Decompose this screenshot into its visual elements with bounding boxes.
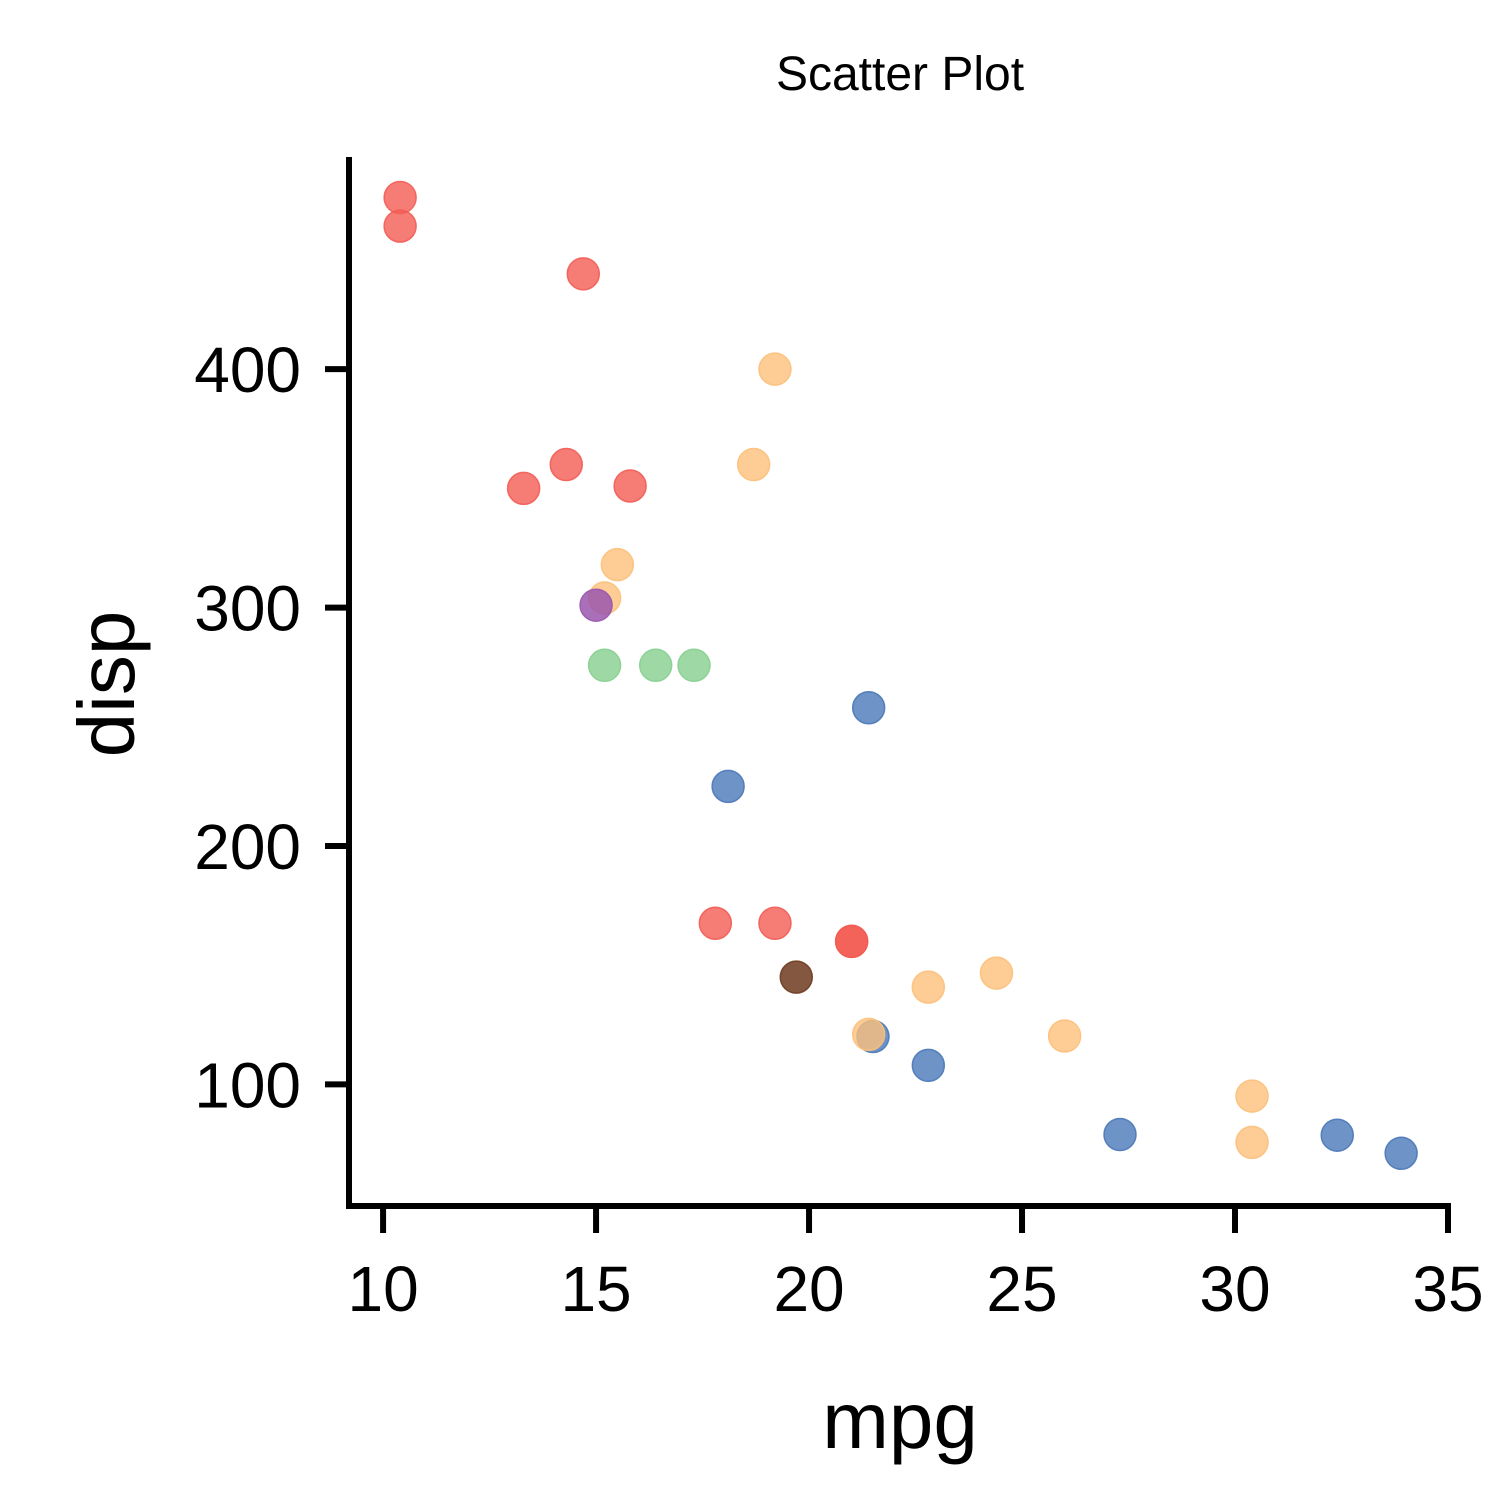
- data-point: [979, 956, 1014, 990]
- data-point: [911, 1048, 946, 1083]
- data-point: [600, 547, 635, 582]
- y-tick-label: 200: [194, 811, 301, 883]
- data-point: [1384, 1136, 1418, 1171]
- x-axis-label: mpg: [822, 1376, 978, 1465]
- data-point: [851, 1017, 886, 1052]
- x-tick-label: 10: [347, 1253, 418, 1325]
- x-tick-label: 15: [560, 1253, 631, 1325]
- data-point: [1235, 1079, 1269, 1113]
- y-tick-label: 300: [194, 573, 301, 645]
- scatter-points: [383, 180, 1418, 1171]
- data-point: [579, 588, 613, 622]
- data-point: [638, 648, 673, 683]
- data-point: [758, 906, 792, 940]
- y-axis-label: disp: [62, 611, 151, 758]
- data-point: [911, 970, 946, 1004]
- data-point: [1103, 1117, 1137, 1152]
- data-point: [711, 769, 745, 804]
- x-axis-ticks: 10 15 20 25 30 35: [347, 1206, 1484, 1325]
- data-point: [383, 180, 417, 215]
- data-point: [779, 960, 814, 994]
- data-point: [698, 906, 733, 940]
- x-tick-label: 25: [986, 1253, 1057, 1325]
- y-tick-label: 100: [194, 1049, 301, 1121]
- data-point: [587, 648, 622, 683]
- data-point: [758, 352, 792, 386]
- chart-title: Scatter Plot: [776, 48, 1024, 101]
- data-point: [566, 257, 601, 291]
- data-point: [383, 209, 417, 243]
- data-point: [613, 469, 647, 503]
- y-tick-label: 400: [194, 334, 301, 406]
- data-point: [506, 471, 541, 506]
- data-point: [736, 447, 771, 482]
- data-point: [677, 648, 711, 683]
- y-axis-ticks: 100 200 300 400: [194, 334, 349, 1121]
- x-tick-label: 35: [1412, 1253, 1483, 1325]
- data-point: [851, 690, 886, 725]
- data-point: [834, 924, 869, 959]
- data-point: [1320, 1118, 1354, 1152]
- data-point: [1047, 1019, 1082, 1053]
- x-tick-label: 20: [773, 1253, 844, 1325]
- x-tick-label: 30: [1199, 1253, 1270, 1325]
- data-point: [1235, 1125, 1269, 1160]
- data-point: [549, 447, 583, 482]
